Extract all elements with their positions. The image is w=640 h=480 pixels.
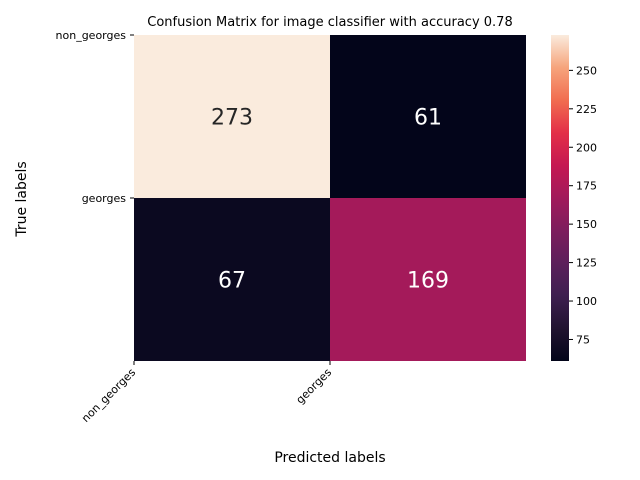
colorbar-tick-label: 225 (576, 103, 597, 116)
colorbar-tick-label: 100 (576, 295, 597, 308)
cell-value-label: 61 (414, 106, 442, 131)
cell-value-label: 67 (218, 269, 246, 294)
heatmap-cell (134, 35, 330, 198)
colorbar-tick-label: 150 (576, 218, 597, 231)
cell-value-label: 273 (211, 106, 253, 131)
colorbar-tick-label: 75 (576, 333, 590, 346)
colorbar-tick-label: 200 (576, 141, 597, 154)
chart-title: Confusion Matrix for image classifier wi… (147, 15, 512, 30)
x-axis-label: Predicted labels (274, 450, 385, 466)
heatmap-cell (330, 35, 526, 198)
colorbar-tick-label: 250 (576, 64, 597, 77)
heatmap-cell (134, 198, 330, 361)
y-tick-label: georges (82, 192, 127, 205)
colorbar-tick-label: 125 (576, 257, 597, 270)
x-tick-label: non_georges (79, 366, 138, 425)
x-tick-label: georges (294, 366, 335, 407)
heatmap-cells: 273 61 67 169 (134, 35, 526, 361)
cell-value-label: 169 (407, 269, 449, 294)
colorbar (551, 35, 569, 361)
colorbar-tick-label: 175 (576, 180, 597, 193)
heatmap-cell (330, 198, 526, 361)
colorbar-ticks: 75 100 125 150 175 200 225 250 (569, 64, 597, 346)
y-tick-label: non_georges (56, 29, 127, 42)
y-axis-label: True labels (14, 161, 30, 237)
